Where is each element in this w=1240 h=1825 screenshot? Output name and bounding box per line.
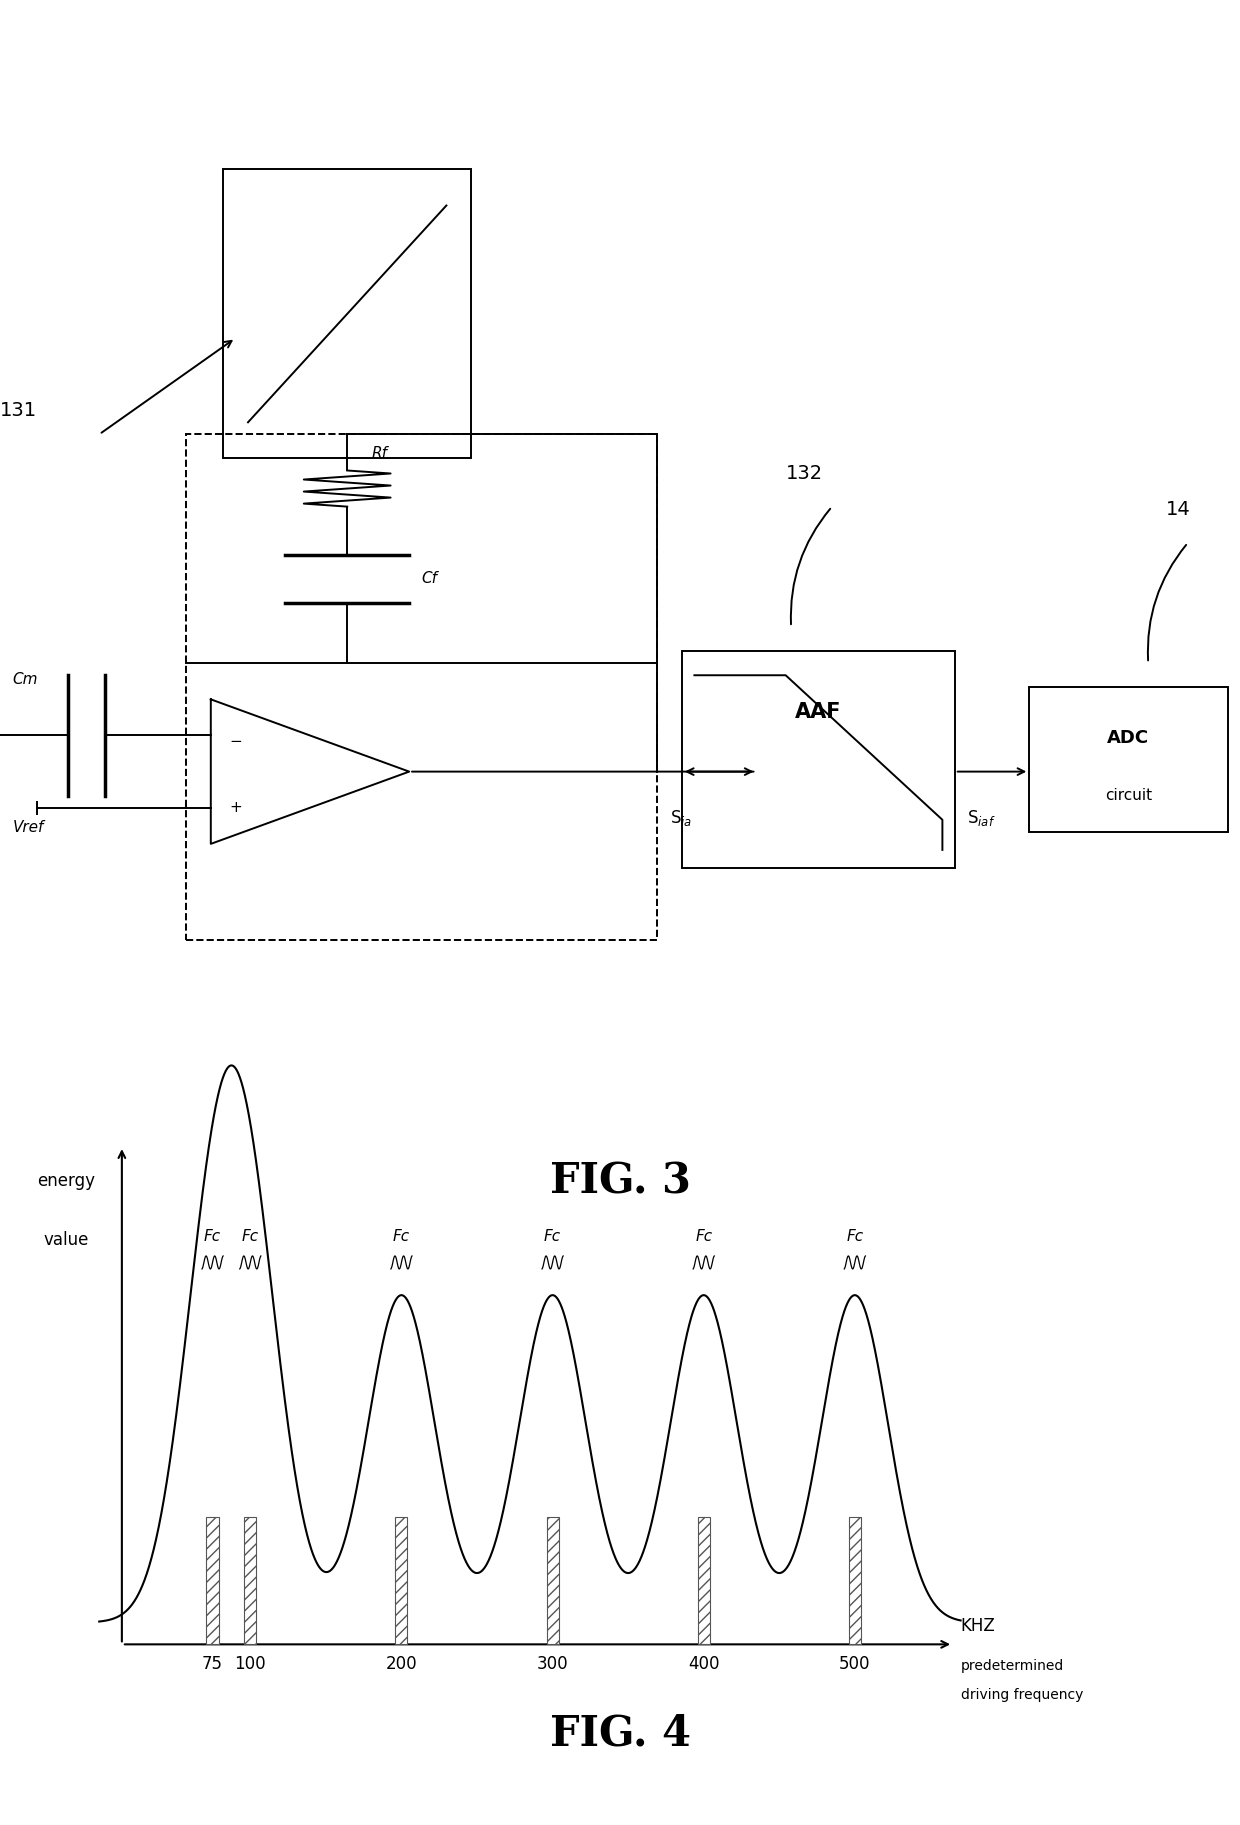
Text: FIG. 4: FIG. 4: [549, 1712, 691, 1756]
Text: Fc: Fc: [544, 1230, 562, 1245]
Text: ADC: ADC: [1107, 728, 1149, 746]
Bar: [223, 170, 471, 458]
Text: Fc: Fc: [205, 1230, 221, 1245]
Text: Cm: Cm: [12, 672, 38, 688]
Text: Rf: Rf: [372, 447, 388, 462]
Text: 131: 131: [0, 402, 37, 420]
Text: energy: energy: [37, 1172, 95, 1190]
Bar: [682, 652, 955, 869]
Text: S$_{ia}$: S$_{ia}$: [670, 808, 692, 829]
Bar: [1029, 688, 1228, 832]
Text: 100: 100: [234, 1655, 267, 1674]
Bar: [207, 1517, 218, 1644]
Bar: [547, 1517, 559, 1644]
Text: 75: 75: [202, 1655, 223, 1674]
Text: circuit: circuit: [1105, 788, 1152, 803]
Text: Fc: Fc: [846, 1230, 863, 1245]
Text: AAF: AAF: [795, 703, 842, 723]
Text: Vref: Vref: [12, 819, 43, 834]
Text: predetermined: predetermined: [961, 1659, 1064, 1674]
Bar: [698, 1517, 709, 1644]
Text: +: +: [229, 799, 242, 816]
Text: 14: 14: [1166, 500, 1190, 518]
Text: 200: 200: [386, 1655, 418, 1674]
Text: Cf: Cf: [422, 571, 438, 586]
Bar: [186, 434, 657, 940]
Text: Fc: Fc: [242, 1230, 259, 1245]
Text: driving frequency: driving frequency: [961, 1688, 1083, 1703]
Text: Fc: Fc: [393, 1230, 410, 1245]
Text: 132: 132: [786, 464, 823, 482]
Text: 500: 500: [839, 1655, 870, 1674]
Text: FIG. 3: FIG. 3: [549, 1161, 691, 1203]
Text: KHZ: KHZ: [961, 1617, 996, 1635]
Bar: [396, 1517, 408, 1644]
Text: 400: 400: [688, 1655, 719, 1674]
Text: Fc: Fc: [696, 1230, 712, 1245]
Text: S$_{iaf}$: S$_{iaf}$: [967, 808, 996, 829]
Bar: [849, 1517, 861, 1644]
Bar: [244, 1517, 257, 1644]
Text: value: value: [43, 1230, 88, 1248]
Text: 300: 300: [537, 1655, 568, 1674]
Text: −: −: [229, 734, 242, 748]
